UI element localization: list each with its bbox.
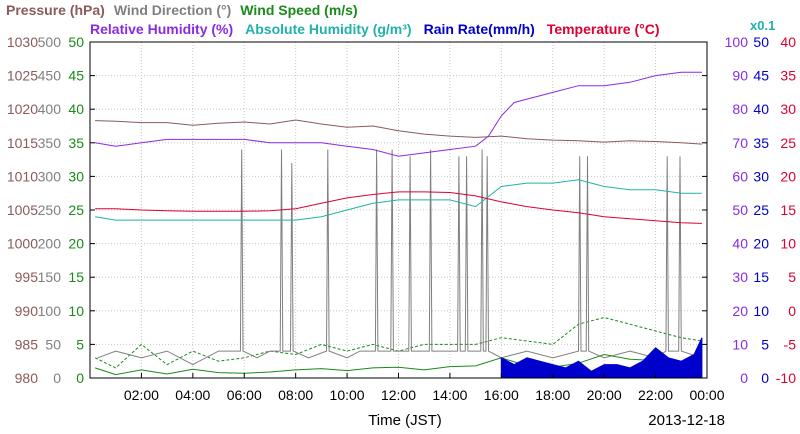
y-tick-label-rain-rate: 45	[753, 68, 769, 84]
y-tick-label-temperature: 30	[780, 101, 796, 117]
y-tick-label-wind-direction: 500	[38, 34, 62, 50]
y-tick-label-temperature: -10	[776, 370, 796, 386]
y-tick-label-temperature: -5	[784, 336, 797, 352]
legend-label: Rain Rate(mm/h)	[424, 21, 535, 37]
x-tick-label: 04:00	[175, 387, 210, 403]
y-tick-label-temperature: 10	[780, 236, 796, 252]
y-tick-label-pressure: 985	[15, 336, 39, 352]
y-tick-label-humidity: 20	[732, 303, 748, 319]
y-tick-label-wind-speed: 10	[68, 303, 84, 319]
series-absolute-humidity-g-m	[95, 179, 702, 221]
y-tick-label-pressure: 1005	[7, 202, 38, 218]
y-tick-label-wind-speed: 40	[68, 101, 84, 117]
y-tick-label-pressure: 995	[15, 269, 39, 285]
y-tick-label-temperature: 20	[780, 168, 796, 184]
y-tick-label-rain-rate: 0	[761, 370, 769, 386]
x-tick-label: 20:00	[587, 387, 622, 403]
y-tick-label-wind-direction: 50	[45, 336, 61, 352]
y-tick-label-rain-rate: 30	[753, 168, 769, 184]
series-pressure-hpa	[95, 119, 702, 145]
y-tick-label-temperature: 25	[780, 135, 796, 151]
y-tick-label-rain-rate: 50	[753, 34, 769, 50]
y-tick-label-humidity: 10	[732, 336, 748, 352]
y-tick-label-wind-direction: 250	[38, 202, 62, 218]
y-tick-label-humidity: 80	[732, 101, 748, 117]
y-tick-label-wind-speed: 0	[76, 370, 84, 386]
x-tick-label: 12:00	[381, 387, 416, 403]
legend-label: Wind Direction (°)	[114, 2, 231, 18]
y-tick-label-wind-speed: 50	[68, 34, 84, 50]
y-tick-label-temperature: 40	[780, 34, 796, 50]
y-tick-label-wind-direction: 400	[38, 101, 62, 117]
series-relative-humidity	[95, 71, 702, 157]
y-tick-label-wind-direction: 200	[38, 236, 62, 252]
y-tick-label-pressure: 1015	[7, 135, 38, 151]
y-tick-label-humidity: 0	[740, 370, 748, 386]
y-tick-label-wind-direction: 0	[53, 370, 61, 386]
y-tick-label-wind-speed: 15	[68, 269, 84, 285]
y-tick-label-humidity: 50	[732, 202, 748, 218]
x-tick-label: 14:00	[432, 387, 467, 403]
series-rain-rate-area	[500, 337, 703, 379]
y-tick-label-rain-rate: 10	[753, 303, 769, 319]
y-tick-label-wind-direction: 150	[38, 269, 62, 285]
y-tick-label-wind-speed: 20	[68, 236, 84, 252]
x-tick-label: 08:00	[278, 387, 313, 403]
y-tick-label-wind-direction: 100	[38, 303, 62, 319]
y-tick-label-rain-rate: 40	[753, 101, 769, 117]
x-tick-label: 22:00	[638, 387, 673, 403]
y-tick-label-temperature: 5	[788, 269, 796, 285]
y-tick-label-pressure: 1000	[7, 236, 38, 252]
axis-multiplier-label: x0.1	[750, 18, 775, 33]
series-wind-direction	[97, 149, 703, 366]
y-tick-label-rain-rate: 20	[753, 236, 769, 252]
y-tick-label-pressure: 980	[15, 370, 39, 386]
y-tick-label-pressure: 990	[15, 303, 39, 319]
y-tick-label-humidity: 90	[732, 68, 748, 84]
y-tick-label-wind-direction: 450	[38, 68, 62, 84]
y-tick-label-wind-direction: 350	[38, 135, 62, 151]
y-tick-label-humidity: 40	[732, 236, 748, 252]
x-tick-label: 18:00	[535, 387, 570, 403]
y-tick-label-rain-rate: 15	[753, 269, 769, 285]
y-tick-label-wind-speed: 35	[68, 135, 84, 151]
y-tick-label-pressure: 1010	[7, 168, 38, 184]
x-tick-label: 16:00	[484, 387, 519, 403]
y-tick-label-humidity: 60	[732, 168, 748, 184]
y-tick-label-temperature: 15	[780, 202, 796, 218]
legend-label: Pressure (hPa)	[6, 2, 105, 18]
y-tick-label-wind-direction: 300	[38, 168, 62, 184]
y-tick-label-pressure: 1020	[7, 101, 38, 117]
legend-label: Temperature (°C)	[547, 21, 660, 37]
y-tick-label-wind-speed: 5	[76, 336, 84, 352]
y-tick-label-rain-rate: 35	[753, 135, 769, 151]
legend-label: Relative Humidity (%)	[90, 21, 233, 37]
series-wind-speed-m-s	[94, 353, 702, 376]
y-tick-label-temperature: 0	[788, 303, 796, 319]
y-tick-label-pressure: 1025	[7, 68, 38, 84]
y-tick-label-humidity: 30	[732, 269, 748, 285]
y-tick-label-wind-speed: 45	[68, 68, 84, 84]
series-temperature-c	[95, 191, 702, 224]
legend-label: Absolute Humidity (g/m³)	[245, 21, 411, 37]
legend-label: Wind Speed (m/s)	[240, 2, 357, 18]
y-tick-label-humidity: 100	[725, 34, 749, 50]
x-tick-label: 06:00	[227, 387, 262, 403]
y-tick-label-rain-rate: 5	[761, 336, 769, 352]
date-label: 2013-12-18	[648, 412, 725, 429]
x-tick-label: 00:00	[689, 387, 724, 403]
y-tick-label-pressure: 1030	[7, 34, 38, 50]
y-tick-label-wind-speed: 25	[68, 202, 84, 218]
y-tick-label-temperature: 35	[780, 68, 796, 84]
x-tick-label: 10:00	[330, 387, 365, 403]
y-tick-label-humidity: 70	[732, 135, 748, 151]
x-axis-title: Time (JST)	[368, 412, 442, 429]
y-tick-label-rain-rate: 25	[753, 202, 769, 218]
x-tick-label: 02:00	[124, 387, 159, 403]
y-tick-label-wind-speed: 30	[68, 168, 84, 184]
